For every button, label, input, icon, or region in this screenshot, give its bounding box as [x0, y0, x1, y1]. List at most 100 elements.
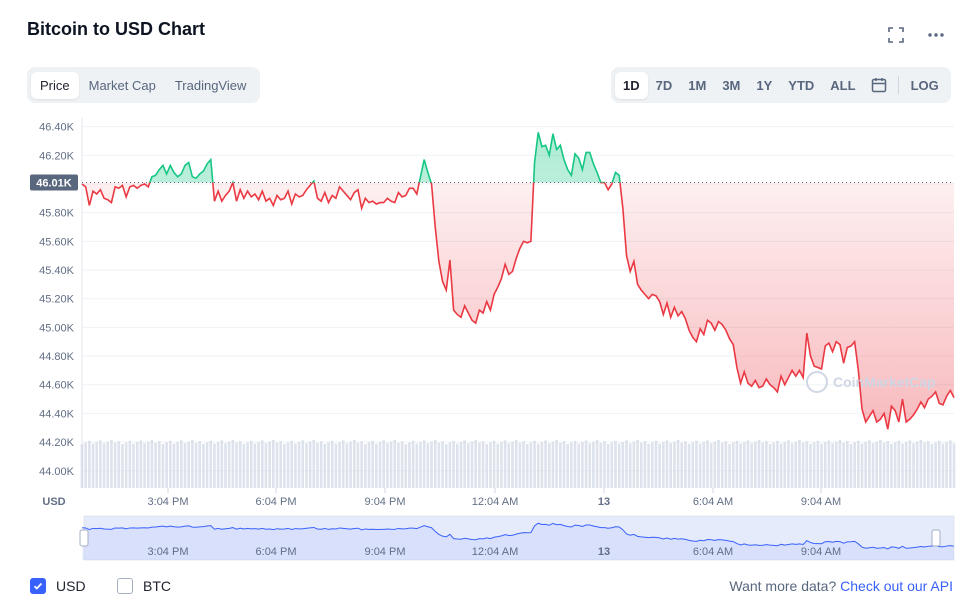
y-tick-label: 45.40K: [39, 265, 75, 277]
x-tick-label: 12:04 AM: [472, 496, 518, 508]
volume-bar: [220, 440, 224, 488]
volume-bar: [632, 441, 636, 488]
range-all[interactable]: ALL: [830, 77, 856, 93]
volume-bar: [783, 442, 787, 488]
volume-bar: [205, 442, 209, 488]
volume-bar: [422, 440, 426, 488]
volume-bar: [400, 441, 404, 488]
tab-market-cap[interactable]: Market Cap: [88, 77, 156, 93]
range-ytd[interactable]: YTD: [788, 77, 815, 93]
volume-bar: [459, 442, 463, 488]
navigator-tick-label: 6:04 AM: [693, 546, 733, 558]
log-scale-toggle[interactable]: LOG: [910, 77, 939, 93]
volume-bar: [882, 442, 886, 488]
volume-bar: [345, 443, 349, 488]
navigator-handle: [931, 529, 941, 547]
volume-bar: [643, 441, 647, 488]
currency-usd-option[interactable]: USD: [30, 578, 86, 594]
range-3m[interactable]: 3M: [722, 77, 741, 93]
navigator-handle: [79, 529, 89, 547]
api-promo-text: Want more data?: [729, 578, 837, 594]
volume-bar: [713, 441, 717, 488]
volume-bar: [139, 440, 143, 488]
volume-bar: [286, 442, 290, 488]
range-7d[interactable]: 7D: [655, 77, 673, 93]
volume-bar: [628, 443, 632, 488]
volume-bar: [868, 440, 871, 488]
y-tick-label: 44.40K: [39, 408, 75, 420]
api-link[interactable]: Check out our API: [840, 578, 953, 594]
volume-bar: [592, 441, 595, 488]
volume-bar: [364, 444, 367, 488]
volume-bar: [838, 440, 842, 488]
volume-bar: [750, 443, 753, 488]
volume-bar: [724, 441, 728, 488]
volume-bar: [812, 442, 816, 488]
currency-btc-option[interactable]: BTC: [117, 578, 171, 594]
volume-bar: [680, 442, 684, 488]
tab-price[interactable]: Price: [31, 71, 79, 99]
volume-bar: [187, 441, 191, 488]
volume-bar: [246, 442, 249, 488]
volume-bar: [765, 441, 768, 488]
volume-bar: [518, 442, 522, 488]
volume-bar: [728, 444, 731, 488]
range-1y[interactable]: 1Y: [756, 77, 773, 93]
btc-checkbox[interactable]: [117, 578, 133, 594]
volume-bar: [404, 444, 408, 488]
volume-bar: [584, 440, 588, 488]
fullscreen-icon[interactable]: [886, 26, 906, 46]
price-chart[interactable]: 46.40K46.20K46.00K45.80K45.60K45.40K45.2…: [0, 110, 978, 570]
volume-bar: [408, 442, 411, 488]
volume-bar: [330, 440, 334, 488]
volume-bar: [319, 441, 323, 488]
volume-bar: [360, 441, 363, 488]
range-1d[interactable]: 1D: [615, 71, 648, 99]
volume-bar: [559, 442, 562, 488]
volume-bar: [639, 442, 643, 488]
calendar-icon[interactable]: [864, 77, 894, 93]
volume-bar: [312, 440, 316, 488]
volume-bar: [886, 441, 890, 488]
volume-bar: [503, 440, 507, 488]
more-options-icon[interactable]: [926, 26, 946, 46]
y-tick-label: 46.20K: [39, 150, 75, 162]
navigator-tick-label: 3:04 PM: [148, 546, 189, 558]
volume-bar: [879, 440, 882, 488]
volume-bar: [945, 442, 948, 488]
volume-bar: [798, 440, 801, 488]
volume-bar: [614, 440, 617, 488]
volume-bar: [492, 440, 496, 488]
volume-bar: [581, 442, 584, 488]
navigator-line: [81, 522, 955, 550]
volume-bar: [172, 443, 176, 488]
x-tick-label: 9:04 PM: [365, 496, 406, 508]
volume-bar: [746, 440, 750, 488]
volume-bar: [772, 442, 776, 488]
volume-bar: [444, 444, 448, 488]
volume-bar: [161, 444, 165, 488]
volume-bar: [669, 443, 672, 488]
usd-checkbox[interactable]: [30, 578, 46, 594]
volume-bar: [739, 443, 742, 488]
volume-bar: [397, 442, 400, 488]
volume-bar: [658, 443, 661, 488]
volume-bar: [768, 444, 772, 488]
volume-bar: [617, 443, 621, 488]
x-tick-label: 6:04 AM: [693, 496, 733, 508]
volume-bar: [893, 442, 897, 488]
volume-bar: [169, 440, 172, 488]
volume-bar: [926, 441, 930, 488]
range-1m[interactable]: 1M: [688, 77, 707, 93]
volume-bar: [180, 440, 183, 488]
volume-bar: [496, 443, 500, 488]
volume-bar: [128, 440, 132, 488]
volume-bar: [198, 441, 202, 488]
tab-tradingview[interactable]: TradingView: [174, 77, 247, 93]
volume-bar: [231, 440, 235, 488]
volume-bar: [864, 442, 867, 488]
volume-bar: [467, 443, 470, 488]
baseline-badge: [30, 174, 78, 191]
btc-label: BTC: [143, 578, 171, 594]
volume-bar: [238, 441, 242, 488]
